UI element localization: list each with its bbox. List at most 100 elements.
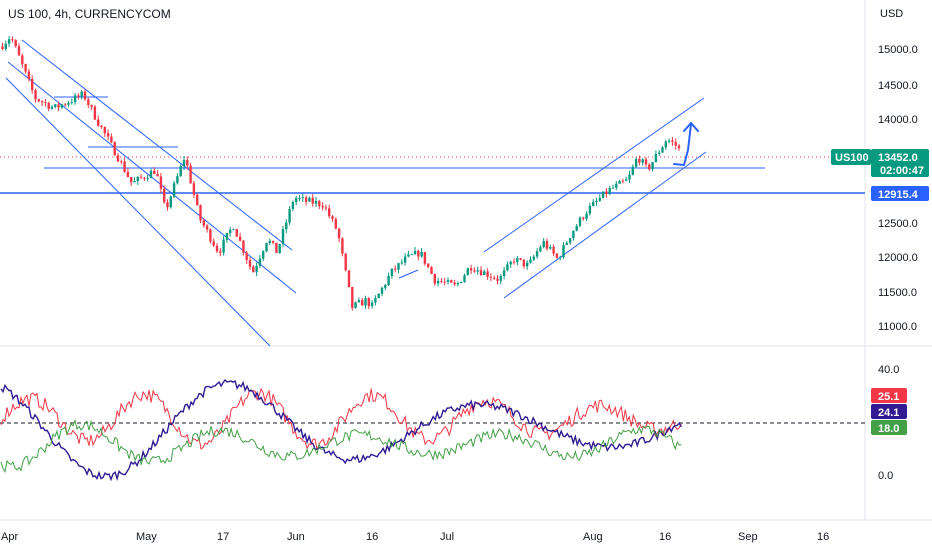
candle-body[interactable] — [618, 180, 621, 184]
candle-body[interactable] — [17, 46, 21, 56]
candle-body[interactable] — [232, 229, 235, 230]
candle-body[interactable] — [575, 225, 578, 231]
candle-body[interactable] — [661, 147, 664, 153]
candle-body[interactable] — [123, 161, 126, 172]
candle-body[interactable] — [252, 266, 255, 273]
candle-body[interactable] — [54, 104, 57, 107]
ascending-channel[interactable] — [398, 97, 707, 299]
candle-body[interactable] — [64, 104, 67, 106]
candle-body[interactable] — [529, 259, 532, 263]
candle-body[interactable] — [436, 281, 440, 284]
candle-body[interactable] — [83, 91, 87, 100]
candle-body[interactable] — [654, 154, 658, 163]
candle-body[interactable] — [506, 264, 509, 271]
candle-body[interactable] — [229, 229, 232, 234]
candle-body[interactable] — [268, 240, 271, 243]
candle-body[interactable] — [120, 161, 123, 163]
candle-body[interactable] — [4, 43, 7, 49]
candle-body[interactable] — [113, 142, 116, 156]
oscillator-lines[interactable] — [0, 378, 682, 482]
candle-body[interactable] — [628, 174, 631, 180]
candle-body[interactable] — [651, 162, 654, 170]
candle-body[interactable] — [512, 261, 516, 263]
candle-body[interactable] — [219, 251, 222, 253]
candle-body[interactable] — [238, 236, 242, 241]
candle-body[interactable] — [265, 243, 268, 252]
candle-body[interactable] — [337, 228, 341, 239]
candle-body[interactable] — [106, 133, 110, 137]
candle-body[interactable] — [156, 173, 159, 177]
descending-channel[interactable] — [5, 39, 297, 347]
candle-body[interactable] — [143, 177, 146, 179]
candle-body[interactable] — [664, 141, 667, 148]
candle-body[interactable] — [377, 293, 380, 299]
candle-body[interactable] — [318, 201, 321, 206]
projection-arrow[interactable] — [673, 122, 699, 166]
candle-body[interactable] — [397, 263, 400, 270]
candle-body[interactable] — [423, 252, 427, 264]
candle-body[interactable] — [516, 258, 519, 262]
candle-body[interactable] — [559, 257, 562, 258]
candle-body[interactable] — [608, 188, 611, 195]
candle-body[interactable] — [166, 202, 169, 208]
candle-body[interactable] — [555, 253, 559, 258]
candle-body[interactable] — [212, 241, 215, 246]
candle-body[interactable] — [136, 176, 139, 181]
candle-body[interactable] — [34, 90, 37, 100]
candle-body[interactable] — [281, 229, 285, 244]
candle-body[interactable] — [677, 145, 681, 149]
candle-body[interactable] — [304, 197, 308, 202]
candle-body[interactable] — [57, 104, 60, 108]
candle-body[interactable] — [410, 254, 413, 256]
candle-body[interactable] — [235, 229, 238, 237]
candle-body[interactable] — [658, 152, 661, 154]
channel-mid-line[interactable] — [398, 269, 419, 279]
candle-body[interactable] — [476, 270, 479, 272]
candle-body[interactable] — [169, 196, 172, 208]
candle-body[interactable] — [67, 102, 70, 105]
candle-body[interactable] — [77, 95, 80, 97]
candle-body[interactable] — [139, 176, 143, 178]
candle-body[interactable] — [443, 281, 446, 283]
candle-body[interactable] — [192, 183, 196, 195]
candle-body[interactable] — [189, 165, 192, 184]
price-axis[interactable]: 15000.0 14500.0 14000.0 12500.0 12000.0 … — [878, 44, 918, 333]
candle-body[interactable] — [496, 278, 499, 281]
candle-body[interactable] — [384, 284, 387, 288]
candle-body[interactable] — [186, 160, 189, 166]
candle-body[interactable] — [149, 170, 153, 179]
candle-body[interactable] — [420, 252, 423, 257]
candle-body[interactable] — [374, 298, 377, 303]
candle-body[interactable] — [522, 259, 526, 267]
candle-body[interactable] — [331, 216, 334, 219]
candle-body[interactable] — [205, 225, 209, 230]
candle-body[interactable] — [578, 217, 582, 226]
candle-body[interactable] — [387, 276, 390, 285]
candle-body[interactable] — [615, 183, 618, 188]
candle-body[interactable] — [588, 205, 592, 214]
candle-body[interactable] — [430, 267, 433, 274]
candle-body[interactable] — [539, 247, 542, 252]
projection-path[interactable] — [673, 123, 692, 166]
candle-body[interactable] — [592, 201, 595, 206]
candle-body[interactable] — [605, 191, 608, 195]
candles[interactable] — [1, 36, 681, 311]
candle-body[interactable] — [308, 197, 311, 202]
candle-body[interactable] — [542, 241, 545, 248]
candle-body[interactable] — [14, 40, 17, 47]
candle-body[interactable] — [674, 142, 677, 146]
candle-body[interactable] — [354, 302, 357, 308]
last-price-tag[interactable]: US100 13452.0 02:00:47 — [831, 149, 929, 177]
candle-body[interactable] — [37, 99, 40, 102]
candle-body[interactable] — [215, 245, 219, 252]
candle-body[interactable] — [380, 287, 384, 294]
candle-body[interactable] — [285, 222, 288, 230]
candle-body[interactable] — [301, 197, 304, 199]
candle-body[interactable] — [225, 233, 229, 240]
candle-body[interactable] — [621, 180, 625, 182]
candle-body[interactable] — [47, 102, 50, 109]
candle-body[interactable] — [248, 260, 252, 267]
candle-body[interactable] — [456, 283, 460, 285]
candle-body[interactable] — [60, 104, 64, 108]
candle-body[interactable] — [549, 246, 552, 249]
